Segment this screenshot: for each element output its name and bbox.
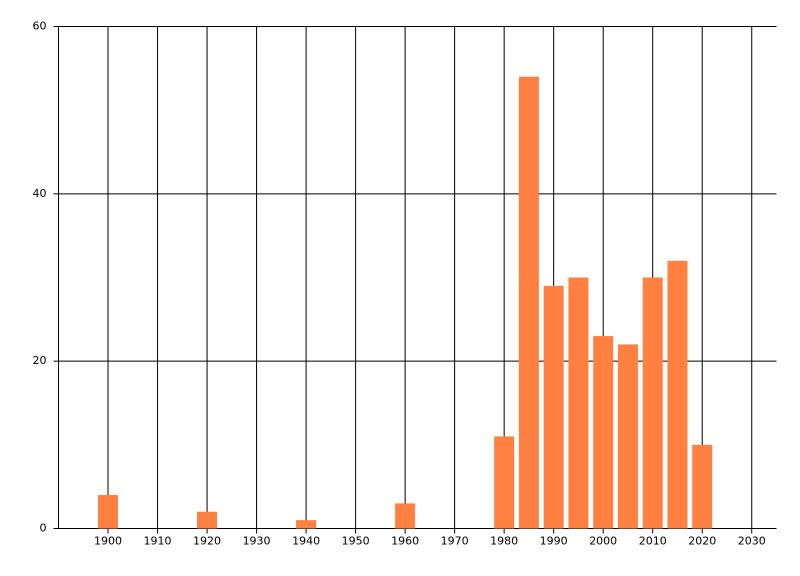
x-tick-label: 1970 [441,535,469,548]
x-tick-label: 2020 [688,535,716,548]
y-tick-label: 0 [40,522,47,535]
bar [98,495,119,529]
y-tick-label: 40 [33,187,47,200]
x-tick-label: 1980 [490,535,518,548]
x-tick-label: 1990 [540,535,568,548]
bar [617,344,638,529]
bar [518,76,539,529]
bar [395,503,416,529]
x-tick-label: 1920 [193,535,221,548]
bar [593,336,614,529]
bar [667,260,688,529]
x-tick-label: 2010 [639,535,667,548]
x-tick-label: 2030 [738,535,766,548]
x-tick-label: 1900 [94,535,122,548]
bar [494,436,515,529]
y-tick-label: 60 [33,20,47,33]
x-tick-label: 1930 [243,535,271,548]
x-tick-label: 1950 [342,535,370,548]
bar [692,444,713,529]
bar [568,277,589,529]
x-tick-label: 1940 [292,535,320,548]
x-tick-label: 2000 [589,535,617,548]
bar [197,511,218,529]
bar [642,277,663,529]
bar [296,520,317,529]
bar [543,285,564,529]
x-tick-label: 1960 [391,535,419,548]
x-tick-label: 1910 [144,535,172,548]
y-tick-label: 20 [33,354,47,367]
